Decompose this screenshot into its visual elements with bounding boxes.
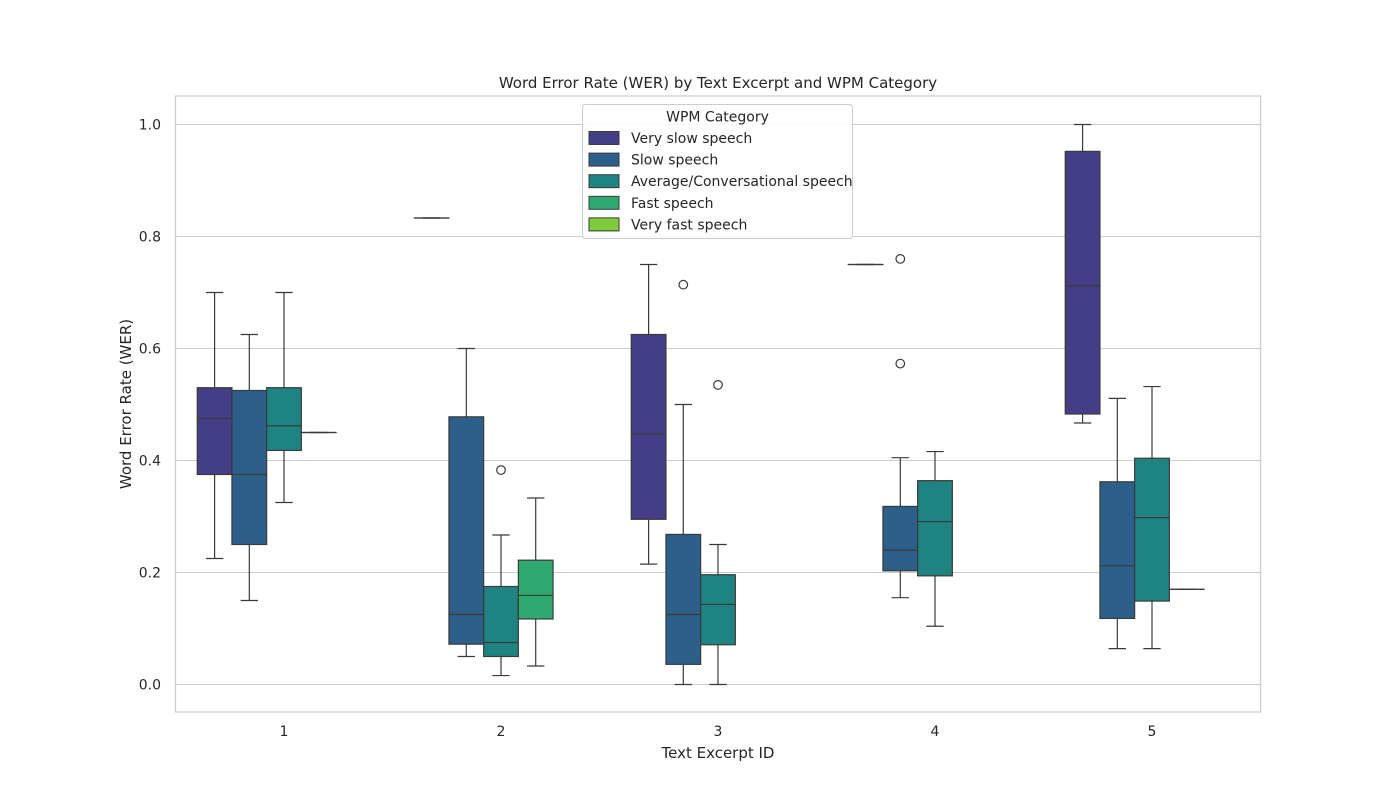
outlier-point — [895, 253, 906, 264]
y-tick-labels: 0.0 0.2 0.4 0.6 0.8 1.0 — [139, 118, 161, 694]
box-fast-speech-2 — [517, 497, 554, 667]
box-iqr — [630, 333, 667, 520]
y-tick-label: 0.2 — [139, 566, 161, 582]
box-iqr — [1064, 150, 1101, 415]
box-slow-speech-1 — [231, 333, 268, 602]
y-tick-label: 0.4 — [139, 454, 161, 470]
box-groups — [196, 123, 1205, 686]
outlier-point — [496, 465, 506, 475]
outlier-point — [713, 380, 723, 390]
legend-title: WPM Category — [666, 110, 769, 126]
legend-label: Fast speech — [631, 196, 714, 212]
y-tick-label: 0.8 — [139, 230, 161, 246]
x-tick-label: 1 — [280, 724, 289, 740]
box-average-conversational-speech-2 — [483, 465, 519, 677]
box-slow-speech-5 — [1099, 397, 1136, 650]
box-iqr — [231, 389, 268, 546]
box-iqr — [665, 533, 702, 665]
box-iqr — [196, 387, 233, 476]
box-iqr — [266, 387, 302, 452]
legend-swatch — [588, 152, 620, 167]
y-axis-label: Word Error Rate (WER) — [117, 319, 135, 489]
box-very-slow-speech-3 — [630, 263, 667, 565]
box-iqr — [483, 585, 519, 658]
x-tick-label: 2 — [497, 724, 506, 740]
box-slow-speech-4 — [882, 253, 919, 599]
legend-item: Average/Conversational speech — [588, 174, 853, 190]
box-average-conversational-speech-3 — [700, 380, 736, 686]
legend-item: Very fast speech — [588, 217, 747, 233]
box-iqr — [917, 480, 953, 577]
box-iqr — [700, 574, 736, 646]
box-very-slow-speech-5 — [1064, 123, 1101, 424]
outlier-point — [895, 358, 906, 369]
legend-item: Very slow speech — [588, 131, 752, 147]
x-tick-label: 3 — [714, 724, 723, 740]
y-tick-label: 1.0 — [139, 118, 161, 134]
legend-label: Slow speech — [631, 153, 718, 169]
box-average-conversational-speech-1 — [266, 291, 302, 504]
legend-label: Very slow speech — [631, 131, 752, 147]
box-average-conversational-speech-5 — [1134, 385, 1170, 650]
legend-swatch — [588, 195, 620, 210]
plot-frame — [174, 95, 1262, 713]
box-iqr — [882, 505, 919, 572]
box-slow-speech-2 — [448, 347, 485, 658]
legend-swatch — [588, 131, 620, 145]
x-tick-label: 4 — [931, 724, 940, 740]
y-tick-label: 0.0 — [139, 678, 161, 694]
box-iqr — [517, 559, 554, 620]
legend-item: Fast speech — [588, 195, 714, 212]
box-very-slow-speech-1 — [196, 291, 233, 560]
box-slow-speech-3 — [665, 279, 702, 686]
legend-item: Slow speech — [588, 152, 718, 169]
chart-title: Word Error Rate (WER) by Text Excerpt an… — [499, 74, 937, 92]
legend-label: Average/Conversational speech — [631, 174, 853, 190]
legend-label: Very fast speech — [631, 217, 747, 233]
box-average-conversational-speech-4 — [917, 450, 953, 627]
x-tick-labels: 1 2 3 4 5 — [280, 724, 1157, 740]
legend-swatch — [588, 217, 620, 232]
x-tick-label: 5 — [1148, 724, 1157, 740]
box-iqr — [448, 416, 485, 645]
legend-items: Very slow speech Slow speech Average/Conve… — [588, 131, 853, 233]
box-iqr — [1099, 481, 1136, 620]
y-tick-label: 0.6 — [139, 342, 161, 358]
box-iqr — [1134, 457, 1170, 602]
x-axis-label: Text Excerpt ID — [661, 744, 775, 762]
legend-frame — [582, 104, 853, 239]
outlier-point — [678, 279, 689, 290]
legend: WPM Category Very slow speech Slow speech… — [582, 104, 853, 239]
legend-swatch — [588, 174, 620, 189]
